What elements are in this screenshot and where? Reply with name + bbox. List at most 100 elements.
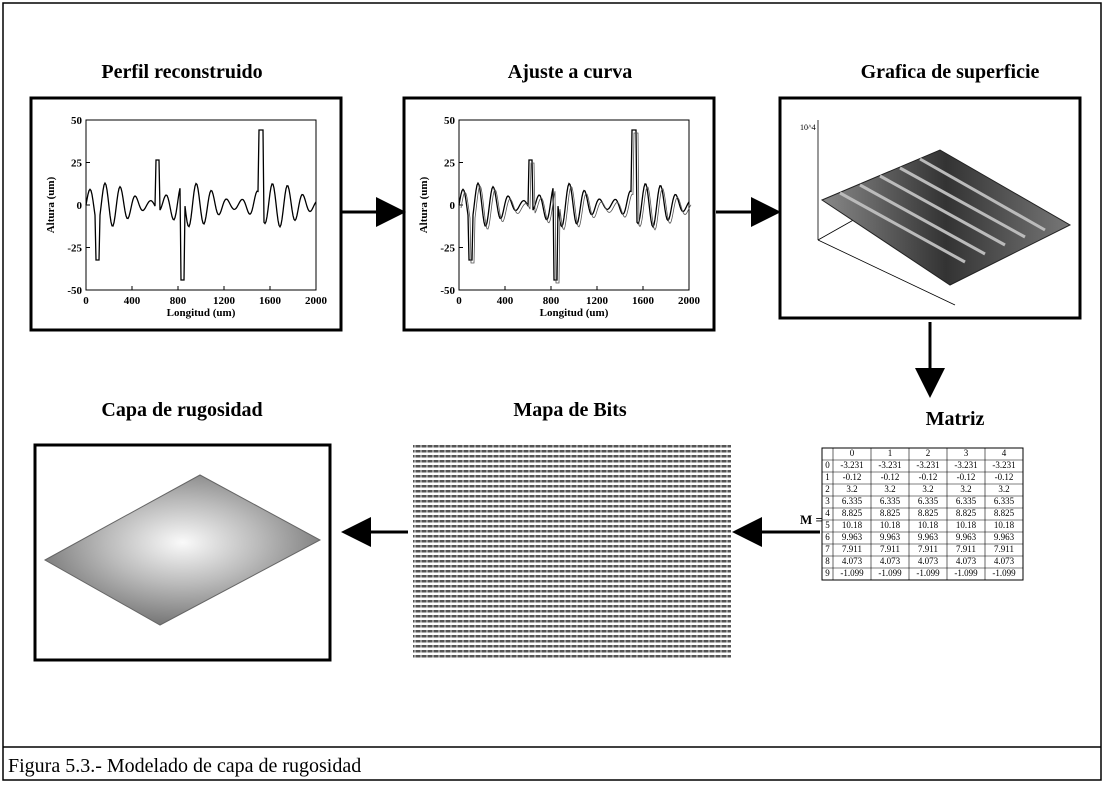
y-tick-label: 0 xyxy=(450,200,456,212)
y-tick-label: -50 xyxy=(67,285,82,297)
cell-value: -0.12 xyxy=(957,472,976,482)
cell-value: -1.099 xyxy=(878,568,902,578)
column-header: 0 xyxy=(850,448,855,458)
cell-value: 3.2 xyxy=(922,484,933,494)
row-index: 7 xyxy=(825,544,830,554)
cell-value: 7.911 xyxy=(994,544,1014,554)
matrix-title: Matriz xyxy=(926,408,985,430)
cell-value: 8.825 xyxy=(880,508,901,518)
x-axis-label: Longitud (um) xyxy=(167,307,236,319)
y-tick-label: 25 xyxy=(71,158,83,170)
matrix-lhs: M = xyxy=(800,512,823,527)
x-tick-label: 400 xyxy=(124,295,141,307)
cell-value: 4.073 xyxy=(842,556,863,566)
row-index: 1 xyxy=(825,472,830,482)
cell-value: -1.099 xyxy=(954,568,978,578)
cell-value: -3.231 xyxy=(840,460,863,470)
roughness-title: Capa de rugosidad xyxy=(101,399,262,421)
cell-value: -0.12 xyxy=(919,472,938,482)
cell-value: 8.825 xyxy=(956,508,977,518)
cell-value: -0.12 xyxy=(995,472,1014,482)
x-tick-label: 0 xyxy=(456,295,462,307)
cell-value: 6.335 xyxy=(880,496,901,506)
figure: Figura 5.3.- Modelado de capa de rugosid… xyxy=(0,0,1104,783)
cell-value: -1.099 xyxy=(840,568,864,578)
cell-value: 9.963 xyxy=(994,532,1015,542)
x-tick-label: 1200 xyxy=(586,295,609,307)
row-index: 8 xyxy=(825,556,830,566)
cell-value: 10.18 xyxy=(994,520,1015,530)
column-header: 4 xyxy=(1002,448,1007,458)
cell-value: 10.18 xyxy=(880,520,901,530)
cell-value: 4.073 xyxy=(918,556,939,566)
cell-value: -3.231 xyxy=(878,460,901,470)
bitmap-title: Mapa de Bits xyxy=(513,399,627,421)
plot-area xyxy=(86,120,316,290)
cell-value: 8.825 xyxy=(994,508,1015,518)
x-tick-label: 1600 xyxy=(259,295,282,307)
column-header: 2 xyxy=(926,448,931,458)
row-index: 4 xyxy=(825,508,830,518)
cell-value: 8.825 xyxy=(918,508,939,518)
plot-area xyxy=(459,120,689,290)
panel-title: Grafica de superficie xyxy=(861,61,1040,83)
y-tick-label: -25 xyxy=(440,243,455,255)
profile-line xyxy=(86,130,316,280)
profile-line xyxy=(459,130,689,280)
cell-value: 4.073 xyxy=(994,556,1015,566)
cell-value: 10.18 xyxy=(842,520,863,530)
row-index: 3 xyxy=(825,496,830,506)
y-tick-label: 50 xyxy=(444,115,456,127)
cell-value: 4.073 xyxy=(880,556,901,566)
y-axis-label: Altura (um) xyxy=(418,176,430,233)
cell-value: 3.2 xyxy=(998,484,1009,494)
cell-value: 6.335 xyxy=(994,496,1015,506)
cell-value: 8.825 xyxy=(842,508,863,518)
cell-value: 3.2 xyxy=(846,484,857,494)
cell-value: 7.911 xyxy=(956,544,976,554)
cell-value: 10.18 xyxy=(956,520,977,530)
y-tick-label: -25 xyxy=(67,243,82,255)
x-tick-label: 2000 xyxy=(678,295,701,307)
caption: Figura 5.3.- Modelado de capa de rugosid… xyxy=(8,755,361,777)
x-tick-label: 2000 xyxy=(305,295,328,307)
x-tick-label: 400 xyxy=(497,295,514,307)
row-index: 6 xyxy=(825,532,830,542)
cell-value: 9.963 xyxy=(842,532,863,542)
cell-value: 9.963 xyxy=(880,532,901,542)
row-index: 9 xyxy=(825,568,830,578)
cell-value: 4.073 xyxy=(956,556,977,566)
matrix: 012340-3.231-3.231-3.231-3.231-3.2311-0.… xyxy=(822,448,1023,580)
panel-title: Ajuste a curva xyxy=(508,61,632,83)
cell-value: 6.335 xyxy=(956,496,977,506)
cell-value: 3.2 xyxy=(960,484,971,494)
cell-value: 6.335 xyxy=(842,496,863,506)
cell-value: -3.231 xyxy=(916,460,939,470)
cell-value: 3.2 xyxy=(884,484,895,494)
row-index: 0 xyxy=(825,460,830,470)
x-tick-label: 800 xyxy=(170,295,187,307)
cell-value: -1.099 xyxy=(992,568,1016,578)
svg-text:10^4: 10^4 xyxy=(800,123,816,132)
x-axis-label: Longitud (um) xyxy=(540,307,609,319)
cell-value: 9.963 xyxy=(956,532,977,542)
y-tick-label: 50 xyxy=(71,115,83,127)
cell-value: 6.335 xyxy=(918,496,939,506)
column-header: 3 xyxy=(964,448,969,458)
y-tick-label: 0 xyxy=(77,200,83,212)
row-index: 5 xyxy=(825,520,830,530)
row-index: 2 xyxy=(825,484,830,494)
x-tick-label: 1200 xyxy=(213,295,236,307)
cell-value: -1.099 xyxy=(916,568,940,578)
cell-value: -0.12 xyxy=(881,472,900,482)
x-tick-label: 1600 xyxy=(632,295,655,307)
cell-value: -3.231 xyxy=(954,460,977,470)
x-tick-label: 800 xyxy=(543,295,560,307)
cell-value: -3.231 xyxy=(992,460,1015,470)
surface-plot: 10^4 xyxy=(800,120,1070,305)
bitmap-image xyxy=(413,445,731,660)
panel-title: Perfil reconstruido xyxy=(101,61,262,83)
roughness-surface xyxy=(45,475,320,625)
y-tick-label: -50 xyxy=(440,285,455,297)
cell-value: 7.911 xyxy=(842,544,862,554)
